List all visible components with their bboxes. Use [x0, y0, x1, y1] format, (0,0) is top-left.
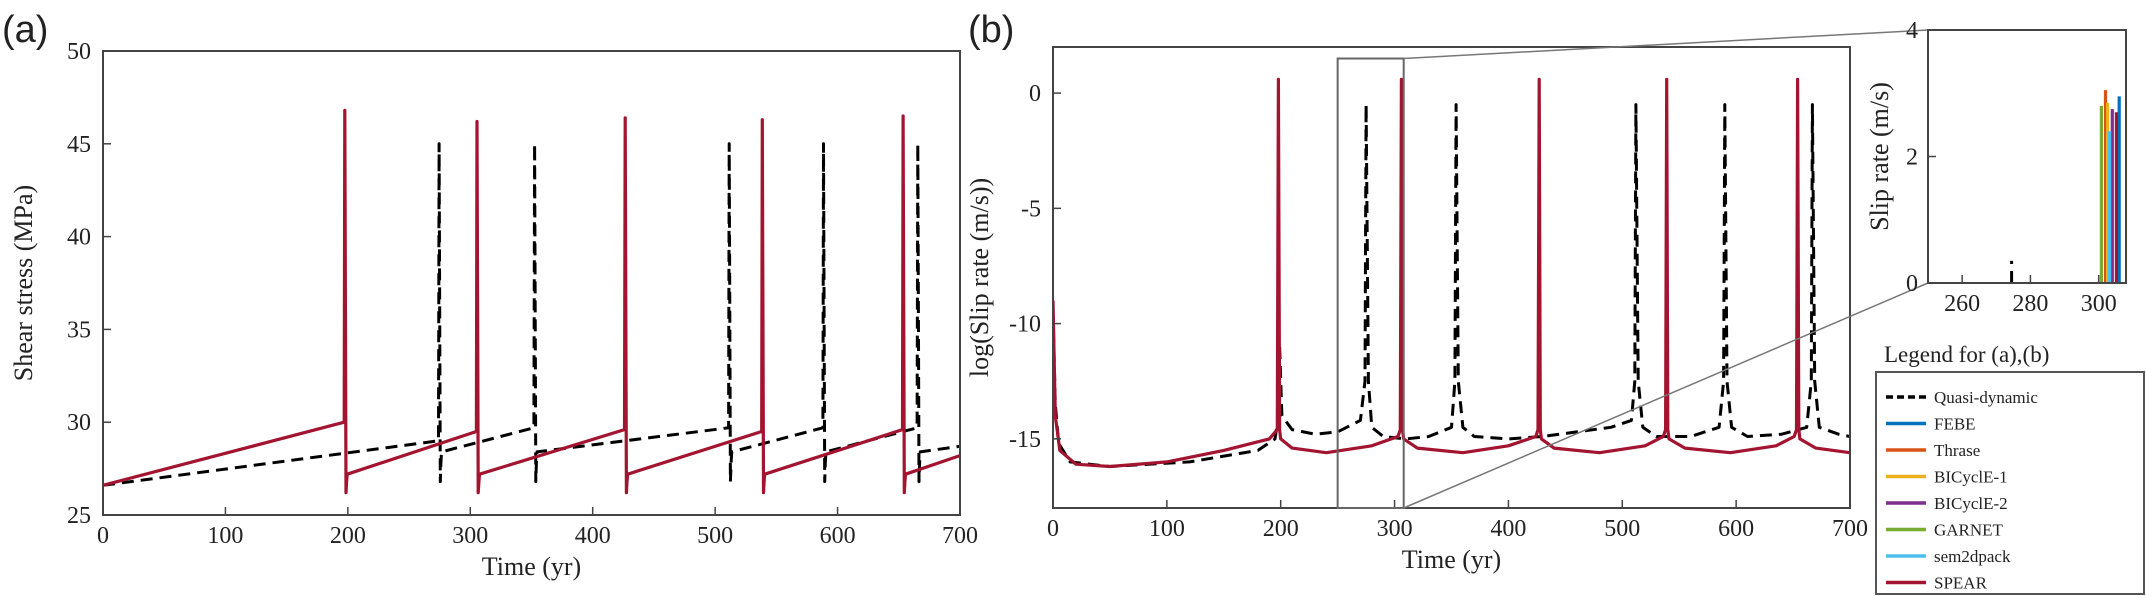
legend-entry-thrase: Thrase [1886, 441, 1980, 460]
zoom-connector-line [1403, 29, 1929, 60]
x-axis-label: Time (yr) [1402, 545, 1501, 574]
x-tick-label: 200 [330, 523, 366, 549]
plot-frame [102, 50, 961, 516]
series-line-spear [103, 108, 960, 495]
series-line-spear [1053, 77, 1850, 469]
chart-b: 0 100 200 300 400 500 600 700 -15 -10 -5 0 Time (yr)… [965, 46, 1868, 574]
x-tick-label: 100 [1149, 516, 1185, 542]
series-line-quasi-dynamic [103, 142, 960, 487]
x-tick-label: 260 [1944, 291, 1980, 317]
legend: Legend for (a),(b) Quasi-dynamic FEBE Thra… [1875, 342, 2145, 595]
x-tick-label: 200 [1263, 516, 1299, 542]
x-tick-label: 600 [1718, 516, 1754, 542]
x-tick-label: 400 [1490, 516, 1526, 542]
y-tick-label: 35 [67, 317, 91, 343]
x-tick-label: 280 [2012, 291, 2048, 317]
x-tick-label: 400 [575, 523, 611, 549]
y-axis-label: log(Slip rate (m/s)) [965, 178, 994, 377]
x-tick-label: 0 [1047, 516, 1059, 542]
x-tick-label: 300 [2081, 291, 2117, 317]
x-tick-label: 500 [697, 523, 733, 549]
legend-label: sem2dpack [1934, 547, 2011, 566]
y-tick-label: 30 [67, 410, 91, 436]
legend-entry-quasi-dynamic: Quasi-dynamic [1886, 388, 2038, 407]
zoom-connector [1336, 29, 1929, 510]
zoom-box [1336, 57, 1405, 510]
x-tick-label: 700 [942, 523, 978, 549]
y-tick-label: 0 [1906, 271, 1918, 297]
y-tick-label: 4 [1906, 18, 1918, 44]
x-axis-label: Time (yr) [482, 552, 581, 581]
legend-label: Thrase [1934, 441, 1980, 460]
panel-label-b: (b) [968, 9, 1014, 51]
chart-inset: 260 280 300 0 2 4 Slip rate (m/s) [1865, 18, 2127, 317]
x-tick-label: 300 [1377, 516, 1413, 542]
series-group [1053, 77, 1850, 469]
y-axis-label: Shear stress (MPa) [9, 185, 38, 381]
legend-entry-febe: FEBE [1886, 415, 1976, 434]
legend-label: BICyclE-2 [1934, 494, 2008, 513]
y-tick-label: 40 [67, 225, 91, 251]
series-line-quasi-dynamic [1053, 103, 1850, 468]
zoom-connector-line [1403, 282, 1929, 509]
y-axis-label: Slip rate (m/s) [1865, 82, 1894, 231]
legend-label: FEBE [1934, 415, 1976, 434]
y-tick-label: 2 [1906, 145, 1918, 171]
x-tick-label: 100 [207, 523, 243, 549]
inset-background [1928, 30, 2126, 283]
legend-entries: Quasi-dynamic FEBE Thrase BICyclE-1 BICyclE-… [1886, 388, 2038, 593]
legend-title: Legend for (a),(b) [1884, 342, 2049, 367]
legend-label: SPEAR [1934, 574, 1988, 593]
series-group [2010, 90, 2121, 283]
x-tick-label: 700 [1832, 516, 1868, 542]
y-tick-label: -10 [1009, 312, 1041, 338]
legend-entry-garnet: GARNET [1886, 521, 2004, 540]
legend-label: BICyclE-1 [1934, 468, 2008, 487]
x-tick-label: 300 [452, 523, 488, 549]
x-tick-label: 500 [1604, 516, 1640, 542]
y-tick-label: 45 [67, 132, 91, 158]
legend-entry-sem2dpack: sem2dpack [1886, 547, 2011, 566]
legend-entry-spear: SPEAR [1886, 574, 1988, 593]
panel-label-a: (a) [2, 9, 48, 51]
legend-label: GARNET [1934, 521, 2004, 540]
legend-label: Quasi-dynamic [1934, 388, 2038, 407]
x-tick-label: 600 [820, 523, 856, 549]
legend-entry-bicycle-1: BICyclE-1 [1886, 468, 2008, 487]
plot-frame [1052, 46, 1851, 509]
y-tick-label: -15 [1009, 427, 1041, 453]
x-tick-label: 0 [97, 523, 109, 549]
y-tick-label: 50 [67, 39, 91, 65]
y-tick-label: -5 [1021, 196, 1041, 222]
chart-a: 0 100 200 300 400 500 600 700 25 30 35 40 45 50 Time (… [9, 39, 978, 581]
y-tick-label: 0 [1029, 81, 1041, 107]
series-group [103, 108, 960, 495]
y-tick-label: 25 [67, 503, 91, 529]
legend-entry-bicycle-2: BICyclE-2 [1886, 494, 2008, 513]
